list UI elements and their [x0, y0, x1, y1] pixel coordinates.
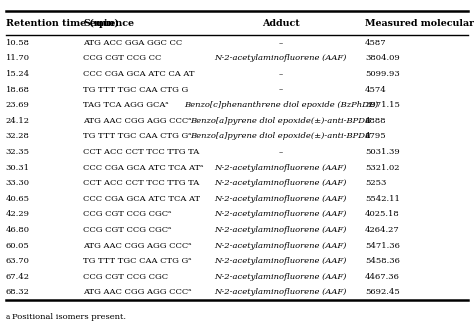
Text: 40.65: 40.65 [6, 195, 30, 203]
Text: N-2-acetylaminofluorene (AAF): N-2-acetylaminofluorene (AAF) [215, 210, 347, 218]
Text: N-2-acetylaminofluorene (AAF): N-2-acetylaminofluorene (AAF) [215, 288, 347, 296]
Text: 4264.27: 4264.27 [365, 226, 400, 234]
Text: 42.29: 42.29 [6, 210, 30, 218]
Text: 5031.39: 5031.39 [365, 148, 400, 156]
Text: 63.70: 63.70 [6, 257, 29, 265]
Text: 60.05: 60.05 [6, 241, 29, 250]
Text: 23.69: 23.69 [6, 101, 29, 109]
Text: 30.31: 30.31 [6, 164, 30, 172]
Text: N-2-acetylaminofluorene (AAF): N-2-acetylaminofluorene (AAF) [215, 257, 347, 265]
Text: CCG CGT CCG CGC: CCG CGT CCG CGC [83, 273, 168, 281]
Text: 4025.18: 4025.18 [365, 210, 400, 218]
Text: 5542.11: 5542.11 [365, 195, 400, 203]
Text: –: – [279, 148, 283, 156]
Text: TG TTT TGC CAA CTG G: TG TTT TGC CAA CTG G [83, 86, 188, 94]
Text: N-2-acetylaminofluorene (AAF): N-2-acetylaminofluorene (AAF) [215, 179, 347, 187]
Text: N-2-acetylaminofluorene (AAF): N-2-acetylaminofluorene (AAF) [215, 54, 347, 62]
Text: 3971.15: 3971.15 [365, 101, 400, 109]
Text: Measured molecular mass: Measured molecular mass [365, 19, 474, 28]
Text: TG TTT TGC CAA CTG Gᵃ: TG TTT TGC CAA CTG Gᵃ [83, 257, 191, 265]
Text: N-2-acetylaminofluorene (AAF): N-2-acetylaminofluorene (AAF) [215, 164, 347, 172]
Text: Adduct: Adduct [262, 19, 300, 28]
Text: 15.24: 15.24 [6, 70, 30, 78]
Text: 32.35: 32.35 [6, 148, 30, 156]
Text: Benzo[c]phenanthrene diol epoxide (BzPhDE): Benzo[c]phenanthrene diol epoxide (BzPhD… [184, 101, 378, 109]
Text: 24.12: 24.12 [6, 117, 30, 125]
Text: 5099.93: 5099.93 [365, 70, 400, 78]
Text: ATG AAC CGG AGG CCCᵃ: ATG AAC CGG AGG CCCᵃ [83, 117, 191, 125]
Text: 3804.09: 3804.09 [365, 54, 400, 62]
Text: 10.58: 10.58 [6, 39, 30, 47]
Text: CCT ACC CCT TCC TTG TA: CCT ACC CCT TCC TTG TA [83, 148, 199, 156]
Text: 33.30: 33.30 [6, 179, 30, 187]
Text: 4888: 4888 [365, 117, 387, 125]
Text: TG TTT TGC CAA CTG Gᵃ: TG TTT TGC CAA CTG Gᵃ [83, 133, 191, 140]
Text: CCG CGT CCG CGCᵃ: CCG CGT CCG CGCᵃ [83, 210, 171, 218]
Text: CCC CGA GCA ATC TCA AT: CCC CGA GCA ATC TCA AT [83, 195, 200, 203]
Text: 4795: 4795 [365, 133, 387, 140]
Text: 46.80: 46.80 [6, 226, 30, 234]
Text: ATG AAC CGG AGG CCCᵃ: ATG AAC CGG AGG CCCᵃ [83, 288, 191, 296]
Text: CCT ACC CCT TCC TTG TA: CCT ACC CCT TCC TTG TA [83, 179, 199, 187]
Text: 5692.45: 5692.45 [365, 288, 400, 296]
Text: TAG TCA AGG GCAᵃ: TAG TCA AGG GCAᵃ [83, 101, 169, 109]
Text: 67.42: 67.42 [6, 273, 30, 281]
Text: CCC CGA GCA ATC CA AT: CCC CGA GCA ATC CA AT [83, 70, 194, 78]
Text: N-2-acetylaminofluorene (AAF): N-2-acetylaminofluorene (AAF) [215, 226, 347, 234]
Text: 18.68: 18.68 [6, 86, 30, 94]
Text: N-2-acetylaminofluorene (AAF): N-2-acetylaminofluorene (AAF) [215, 273, 347, 281]
Text: 68.32: 68.32 [6, 288, 29, 296]
Text: CCG CGT CCG CC: CCG CGT CCG CC [83, 54, 161, 62]
Text: ATG ACC GGA GGC CC: ATG ACC GGA GGC CC [83, 39, 182, 47]
Text: 5458.36: 5458.36 [365, 257, 400, 265]
Text: –: – [279, 86, 283, 94]
Text: Retention time (min): Retention time (min) [6, 19, 118, 28]
Text: 4467.36: 4467.36 [365, 273, 400, 281]
Text: a: a [6, 313, 10, 321]
Text: 5471.36: 5471.36 [365, 241, 400, 250]
Text: 4587: 4587 [365, 39, 387, 47]
Text: ATG AAC CGG AGG CCCᵃ: ATG AAC CGG AGG CCCᵃ [83, 241, 191, 250]
Text: 4574: 4574 [365, 86, 387, 94]
Text: Positional isomers present.: Positional isomers present. [12, 313, 126, 321]
Text: 11.70: 11.70 [6, 54, 30, 62]
Text: Sequence: Sequence [83, 19, 134, 28]
Text: 5321.02: 5321.02 [365, 164, 400, 172]
Text: N-2-acetylaminofluorene (AAF): N-2-acetylaminofluorene (AAF) [215, 195, 347, 203]
Text: CCG CGT CCG CGCᵃ: CCG CGT CCG CGCᵃ [83, 226, 171, 234]
Text: –: – [279, 39, 283, 47]
Text: CCC CGA GCA ATC TCA ATᵃ: CCC CGA GCA ATC TCA ATᵃ [83, 164, 203, 172]
Text: –: – [279, 70, 283, 78]
Text: 5253: 5253 [365, 179, 386, 187]
Text: N-2-acetylaminofluorene (AAF): N-2-acetylaminofluorene (AAF) [215, 241, 347, 250]
Text: Benzo[a]pyrene diol epoxide(±)-anti-BPDE: Benzo[a]pyrene diol epoxide(±)-anti-BPDE [190, 117, 372, 125]
Text: 32.28: 32.28 [6, 133, 29, 140]
Text: Benzo[a]pyrene diol epoxide(±)-anti-BPDE: Benzo[a]pyrene diol epoxide(±)-anti-BPDE [190, 133, 372, 140]
